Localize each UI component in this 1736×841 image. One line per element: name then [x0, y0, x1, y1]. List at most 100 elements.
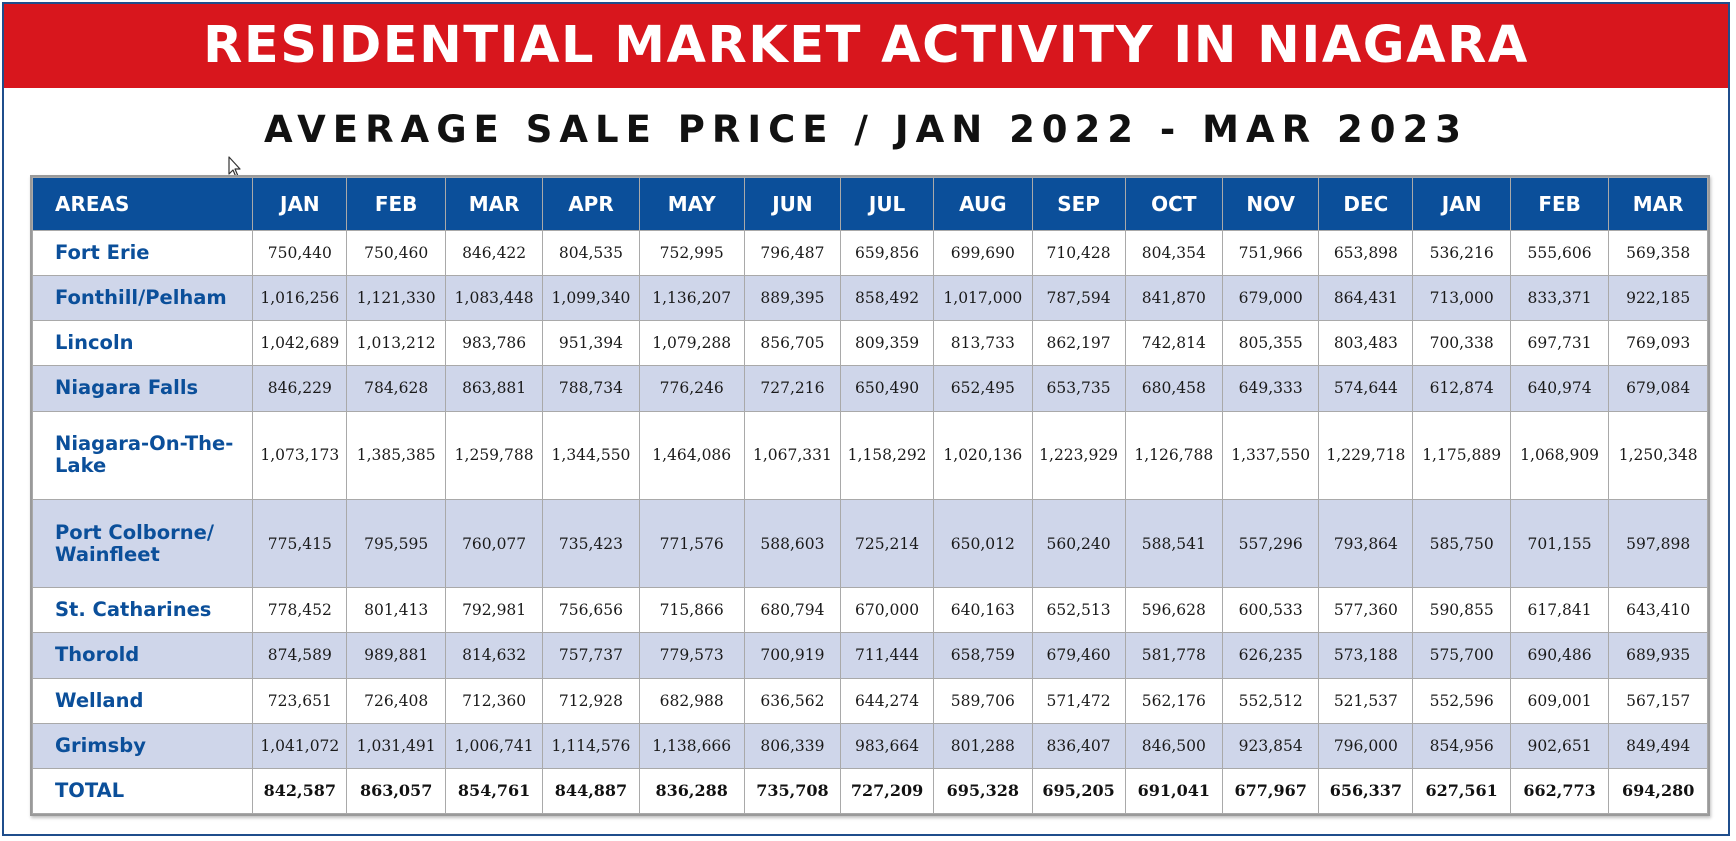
total-price-cell: 836,288 [638, 767, 745, 815]
price-cell: 653,898 [1318, 229, 1414, 277]
price-cell: 951,394 [542, 320, 640, 367]
total-price-cell: 854,761 [444, 767, 544, 815]
price-cell: 552,512 [1222, 677, 1320, 724]
price-cell: 735,423 [542, 498, 640, 589]
table-row: St. Catharines 778,452 801,413 792,981 756,6… [31, 587, 1708, 634]
price-cell: 1,017,000 [933, 275, 1033, 322]
price-cell: 804,354 [1124, 229, 1224, 277]
price-cell: 779,573 [638, 632, 745, 679]
price-cell: 750,440 [252, 229, 348, 277]
price-cell: 679,460 [1031, 632, 1126, 679]
price-cell: 1,138,666 [638, 722, 745, 769]
price-cell: 658,759 [933, 632, 1033, 679]
price-cell: 1,175,889 [1412, 410, 1511, 500]
price-cell: 787,594 [1031, 275, 1126, 322]
price-cell: 889,395 [743, 275, 842, 322]
price-cell: 1,099,340 [542, 275, 640, 322]
price-cell: 858,492 [840, 275, 935, 322]
price-cell: 649,333 [1222, 365, 1320, 412]
price-cell: 711,444 [840, 632, 935, 679]
price-cell: 679,000 [1222, 275, 1320, 322]
price-cell: 1,114,576 [542, 722, 640, 769]
price-cell: 1,041,072 [252, 722, 348, 769]
price-cell: 1,126,788 [1124, 410, 1224, 500]
column-header-month: APR [542, 177, 640, 231]
price-cell: 1,016,256 [252, 275, 348, 322]
price-cell: 862,197 [1031, 320, 1126, 367]
table-row: Niagara-On-The-Lake 1,073,173 1,385,385 1,2… [31, 410, 1708, 500]
price-cell: 902,651 [1509, 722, 1610, 769]
price-cell: 836,407 [1031, 722, 1126, 769]
price-cell: 701,155 [1509, 498, 1610, 589]
price-cell: 712,928 [542, 677, 640, 724]
total-price-cell: 842,587 [252, 767, 348, 815]
total-row: TOTAL 842,587 863,057 854,761 844,887 836,288… [31, 767, 1708, 815]
price-cell: 813,733 [933, 320, 1033, 367]
price-cell: 1,006,741 [444, 722, 544, 769]
price-cell: 841,870 [1124, 275, 1224, 322]
area-name: Thorold [31, 632, 254, 679]
total-price-cell: 863,057 [346, 767, 446, 815]
price-cell: 682,988 [638, 677, 745, 724]
price-cell: 612,874 [1412, 365, 1511, 412]
price-cell: 567,157 [1608, 677, 1708, 724]
price-cell: 588,603 [743, 498, 842, 589]
area-name: Niagara Falls [31, 365, 254, 412]
price-cell: 560,240 [1031, 498, 1126, 589]
price-cell: 863,881 [444, 365, 544, 412]
price-cell: 600,533 [1222, 587, 1320, 634]
price-cell: 699,690 [933, 229, 1033, 277]
price-cell: 856,705 [743, 320, 842, 367]
price-cell: 846,229 [252, 365, 348, 412]
price-cell: 1,229,718 [1318, 410, 1414, 500]
price-cell: 679,084 [1608, 365, 1708, 412]
price-cell: 680,458 [1124, 365, 1224, 412]
price-cell: 864,431 [1318, 275, 1414, 322]
price-cell: 700,338 [1412, 320, 1511, 367]
price-cell: 670,000 [840, 587, 935, 634]
total-price-cell: 691,041 [1124, 767, 1224, 815]
page-subtitle: AVERAGE SALE PRICE / JAN 2022 - MAR 2023 [264, 108, 1468, 151]
price-cell: 596,628 [1124, 587, 1224, 634]
price-cell: 854,956 [1412, 722, 1511, 769]
price-cell: 521,537 [1318, 677, 1414, 724]
price-cell: 814,632 [444, 632, 544, 679]
price-cell: 689,935 [1608, 632, 1708, 679]
area-name: Fort Erie [31, 229, 254, 277]
table-row: Port Colborne/ Wainfleet 775,415 795,595 76… [31, 498, 1708, 589]
price-cell: 555,606 [1509, 229, 1610, 277]
table-body: Fort Erie 750,440 750,460 846,422 804,535 752… [31, 229, 1708, 815]
average-sale-price-table: AREAS JAN FEB MAR APR MAY JUN JUL AUG SEP OCT NOV DE… [31, 177, 1708, 815]
price-cell: 801,288 [933, 722, 1033, 769]
price-cell: 562,176 [1124, 677, 1224, 724]
price-cell: 597,898 [1608, 498, 1708, 589]
column-header-month: SEP [1031, 177, 1126, 231]
price-cell: 585,750 [1412, 498, 1511, 589]
price-cell: 712,360 [444, 677, 544, 724]
price-cell: 653,735 [1031, 365, 1126, 412]
price-cell: 680,794 [743, 587, 842, 634]
total-price-cell: 627,561 [1412, 767, 1511, 815]
column-header-month: JAN [252, 177, 348, 231]
total-price-cell: 727,209 [840, 767, 935, 815]
price-cell: 573,188 [1318, 632, 1414, 679]
total-price-cell: 844,887 [542, 767, 640, 815]
price-cell: 1,079,288 [638, 320, 745, 367]
price-cell: 792,981 [444, 587, 544, 634]
total-label: TOTAL [31, 767, 254, 815]
column-header-month: NOV [1222, 177, 1320, 231]
price-cell: 760,077 [444, 498, 544, 589]
price-cell: 659,856 [840, 229, 935, 277]
price-cell: 756,656 [542, 587, 640, 634]
table-header-row: AREAS JAN FEB MAR APR MAY JUN JUL AUG SEP OCT NOV DE… [31, 177, 1708, 231]
price-cell: 922,185 [1608, 275, 1708, 322]
price-cell: 1,067,331 [743, 410, 842, 500]
total-price-cell: 694,280 [1608, 767, 1708, 815]
column-header-month: MAY [638, 177, 745, 231]
price-cell: 557,296 [1222, 498, 1320, 589]
price-cell: 697,731 [1509, 320, 1610, 367]
price-cell: 700,919 [743, 632, 842, 679]
price-cell: 1,121,330 [346, 275, 446, 322]
price-cell: 793,864 [1318, 498, 1414, 589]
